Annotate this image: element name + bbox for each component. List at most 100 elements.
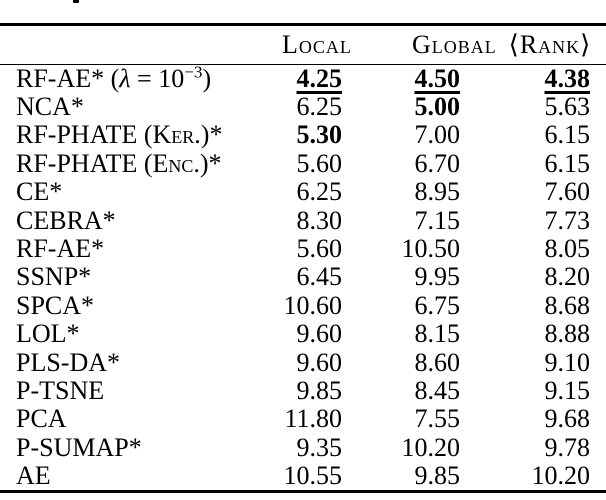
results-table-wrap: Local Global ⟨Rank⟩ RF-AE* (λ = 10−3) 4.… — [0, 23, 606, 494]
cropped-caption-fragment — [73, 0, 79, 3]
local-score-cell: 11.80 — [284, 404, 342, 434]
method-cell: RF-AE* (λ = 10−3) — [0, 62, 260, 93]
local-score-cell: 6.25 — [296, 177, 343, 207]
method-label: RF-AE* (λ = 10−3) — [16, 62, 212, 93]
table-row: RF-AE* 5.60 10.50 8.05 — [0, 235, 606, 263]
method-cell: P-TSNE — [0, 377, 260, 405]
method-label: SPCA* — [16, 290, 95, 320]
global-score-cell: 10.50 — [401, 234, 461, 264]
rank-score-cell: 7.73 — [544, 205, 591, 235]
rank-score-cell: 8.88 — [544, 319, 591, 349]
local-score-cell: 6.45 — [296, 262, 343, 292]
rank-score-cell: 8.20 — [544, 262, 591, 292]
method-label: CE* — [16, 177, 63, 207]
global-score-cell: 7.15 — [414, 205, 461, 235]
rank-score-cell: 8.05 — [544, 234, 591, 264]
table-row: RF-PHATE (Enc.)* 5.60 6.70 6.15 — [0, 150, 606, 178]
table-row: CEBRA* 8.30 7.15 7.73 — [0, 206, 606, 234]
method-cell: RF-AE* — [0, 235, 260, 263]
method-cell: CE* — [0, 178, 260, 206]
method-cell: RF-PHATE (Enc.)* — [0, 150, 260, 178]
table-bottom-rule — [0, 490, 606, 494]
table-row: PLS-DA* 9.60 8.60 9.10 — [0, 348, 606, 376]
method-label: RF-PHATE (Ker.)* — [16, 120, 223, 150]
method-cell: LOL* — [0, 320, 260, 348]
local-score-cell: 4.25 — [296, 63, 343, 93]
table-row: P-SUMAP* 9.35 10.20 9.78 — [0, 434, 606, 462]
method-cell: PCA — [0, 405, 260, 433]
method-label: SSNP* — [16, 262, 92, 292]
local-score-cell: 10.55 — [283, 461, 343, 491]
method-cell: RF-PHATE (Ker.)* — [0, 121, 260, 149]
exponent: −3 — [184, 62, 203, 82]
global-score-cell: 8.60 — [414, 347, 461, 377]
column-header-local: Local — [260, 26, 352, 65]
global-score-cell: 8.95 — [414, 177, 461, 207]
rank-score-cell: 9.10 — [544, 347, 591, 377]
method-label: LOL* — [16, 319, 80, 349]
method-label: RF-AE* — [16, 234, 105, 264]
method-label: P-TSNE — [16, 375, 105, 405]
local-score-cell: 5.60 — [296, 148, 343, 178]
local-score-cell: 9.35 — [296, 432, 343, 462]
local-score-cell: 8.30 — [296, 205, 343, 235]
header-row: Local Global ⟨Rank⟩ — [0, 26, 606, 65]
rank-score-cell: 10.20 — [531, 461, 591, 491]
rank-score-cell: 7.60 — [544, 177, 591, 207]
global-score-cell: 8.15 — [414, 319, 461, 349]
column-header-method — [0, 26, 260, 65]
global-score-cell: 9.95 — [414, 262, 461, 292]
rank-score-cell: 6.15 — [544, 148, 591, 178]
method-label: AE — [16, 461, 51, 491]
method-label: PLS-DA* — [16, 347, 121, 377]
table-row: SSNP* 6.45 9.95 8.20 — [0, 263, 606, 291]
local-score-cell: 9.60 — [296, 347, 343, 377]
global-score-cell: 4.50 — [414, 63, 461, 93]
table-row: RF-PHATE (Ker.)* 5.30 7.00 6.15 — [0, 121, 606, 149]
method-cell: NCA* — [0, 93, 260, 121]
table-row: LOL* 9.60 8.15 8.88 — [0, 320, 606, 348]
local-score-cell: 9.60 — [296, 319, 343, 349]
local-score-cell: 10.60 — [283, 290, 343, 320]
table-row: RF-AE* (λ = 10−3) 4.25 4.50 4.38 — [0, 62, 606, 93]
method-label: RF-PHATE (Enc.)* — [16, 148, 222, 178]
rank-score-cell: 5.63 — [544, 92, 591, 122]
rank-score-cell: 4.38 — [544, 63, 591, 93]
table-row: P-TSNE 9.85 8.45 9.15 — [0, 377, 606, 405]
global-score-cell: 5.00 — [414, 92, 461, 122]
table-row: CE* 6.25 8.95 7.60 — [0, 178, 606, 206]
method-cell: AE — [0, 462, 260, 490]
method-cell: PLS-DA* — [0, 348, 260, 376]
method-cell: SPCA* — [0, 292, 260, 320]
global-score-cell: 7.00 — [414, 120, 461, 150]
rank-score-cell: 9.68 — [544, 404, 591, 434]
rank-score-cell: 9.78 — [544, 432, 591, 462]
method-label: NCA* — [16, 92, 84, 122]
table-row: NCA* 6.25 5.00 5.63 — [0, 93, 606, 121]
global-score-cell: 7.55 — [414, 404, 461, 434]
global-score-cell: 9.85 — [414, 461, 461, 491]
rank-score-cell: 9.15 — [544, 375, 591, 405]
lambda-symbol: λ — [119, 63, 131, 93]
global-score-cell: 8.45 — [414, 375, 461, 405]
method-cell: P-SUMAP* — [0, 434, 260, 462]
results-table: Local Global ⟨Rank⟩ RF-AE* (λ = 10−3) 4.… — [0, 26, 606, 490]
global-score-cell: 6.75 — [414, 290, 461, 320]
method-label: PCA — [16, 404, 67, 434]
method-cell: SSNP* — [0, 263, 260, 291]
table-row: PCA 11.80 7.55 9.68 — [0, 405, 606, 433]
table-top-rule — [0, 23, 606, 26]
local-score-cell: 9.85 — [296, 375, 343, 405]
method-label: CEBRA* — [16, 205, 116, 235]
rank-score-cell: 8.68 — [544, 290, 591, 320]
column-header-rank: ⟨Rank⟩ — [470, 26, 606, 65]
rank-score-cell: 6.15 — [544, 120, 591, 150]
local-score-cell: 6.25 — [296, 92, 343, 122]
table-row: AE 10.55 9.85 10.20 — [0, 462, 606, 490]
local-score-cell: 5.60 — [296, 234, 343, 264]
global-score-cell: 6.70 — [414, 148, 461, 178]
method-label: P-SUMAP* — [16, 432, 142, 462]
column-header-global: Global — [352, 26, 496, 65]
method-cell: CEBRA* — [0, 206, 260, 234]
